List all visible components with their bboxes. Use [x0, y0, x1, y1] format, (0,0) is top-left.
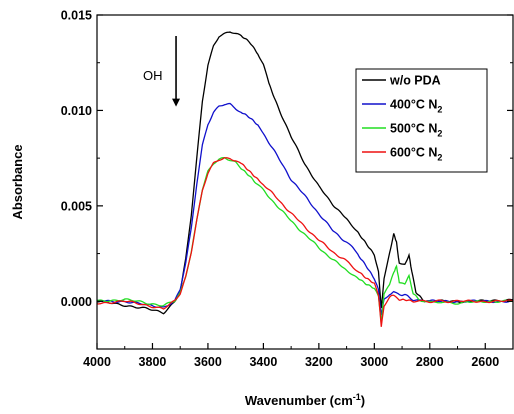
x-axis-ticks: 4000 3800 3600 3400 3200 3000 2800 2600 [83, 343, 499, 369]
oh-annotation: OH [143, 35, 181, 107]
series-line-3 [97, 156, 513, 325]
y-axis-title: Absorbance [10, 144, 25, 219]
x-tick-label: 3800 [139, 355, 167, 369]
down-arrow-icon [172, 98, 181, 107]
y-tick-label: 0.000 [61, 295, 92, 309]
x-tick-label: 4000 [83, 355, 111, 369]
y-tick-label: 0.010 [61, 104, 92, 118]
y-tick-label: 0.015 [61, 9, 92, 23]
legend: w/o PDA 400°C N2 500°C N2 600°C N2 [355, 68, 488, 173]
plot-frame [96, 14, 514, 350]
legend-label-4: 600°C N2 [390, 146, 442, 163]
y-tick-label: 0.005 [61, 199, 92, 213]
x-axis-title: Wavenumber (cm-1) [245, 392, 365, 408]
legend-label-1: w/o PDA [389, 74, 441, 88]
legend-label-2: 400°C N2 [390, 98, 442, 115]
x-tick-label: 3600 [194, 355, 222, 369]
legend-box [355, 68, 488, 173]
series-layer [97, 31, 513, 327]
series-line-4 [97, 157, 513, 327]
x-tick-label: 3200 [305, 355, 333, 369]
x-tick-label: 3400 [249, 355, 277, 369]
x-tick-label: 2800 [416, 355, 444, 369]
oh-label: OH [143, 68, 163, 83]
x-tick-label: 3000 [360, 355, 388, 369]
legend-label-3: 500°C N2 [390, 122, 442, 139]
x-tick-label: 2600 [471, 355, 499, 369]
y-axis-ticks: 0.000 0.005 0.010 0.015 [61, 9, 513, 350]
